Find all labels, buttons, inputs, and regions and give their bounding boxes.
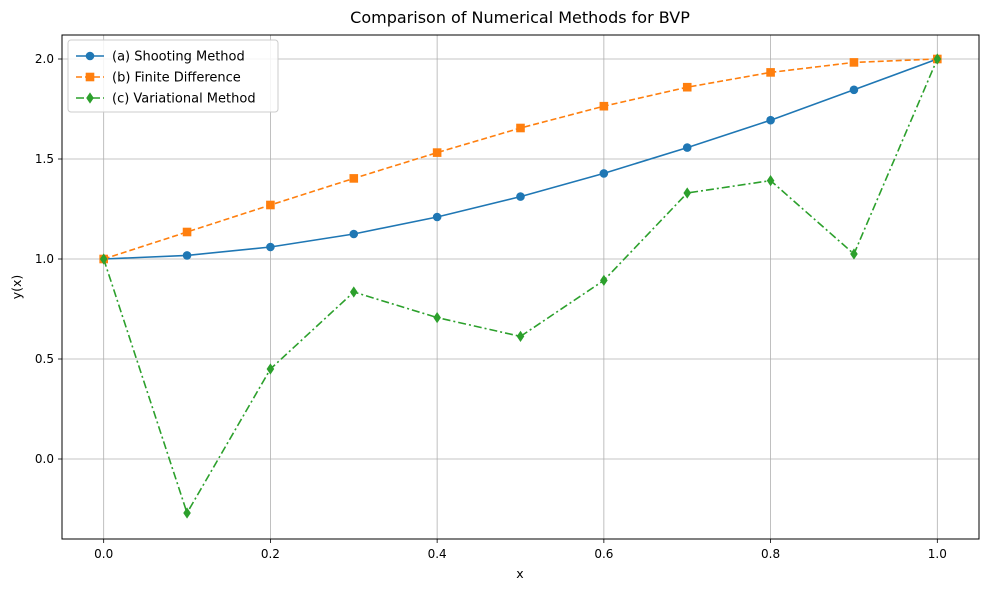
data-point: [349, 229, 359, 239]
x-tick-label: 0.8: [761, 547, 780, 561]
legend-label: (a) Shooting Method: [112, 50, 245, 65]
data-point: [682, 143, 692, 152]
chart-title: Comparison of Numerical Methods for BVP: [350, 8, 690, 27]
data-point: [432, 148, 442, 157]
data-point: [599, 101, 609, 111]
series-layer: [99, 53, 942, 519]
data-point: [266, 200, 275, 210]
data-point: [850, 248, 858, 260]
y-tick-label: 0.0: [35, 452, 54, 466]
legend-marker: [86, 92, 94, 104]
legend-item: (c) Variational Method: [76, 92, 256, 107]
series-3: [99, 53, 942, 519]
data-point: [766, 115, 775, 125]
x-tick-label: 1.0: [928, 547, 947, 561]
data-point: [682, 82, 692, 92]
y-tick-label: 1.5: [35, 152, 54, 166]
data-point: [933, 53, 942, 65]
data-point: [516, 330, 525, 342]
y-axis-label: y(x): [9, 275, 24, 300]
y-tick-label: 1.0: [35, 252, 54, 266]
x-tick-label: 0.2: [261, 547, 280, 561]
x-tick-label: 0.0: [94, 547, 113, 561]
data-point: [349, 286, 358, 298]
legend-box: [67, 39, 279, 113]
data-point: [183, 507, 191, 519]
data-point: [766, 68, 775, 77]
data-point: [182, 227, 192, 237]
data-point: [432, 212, 442, 222]
legend-label: (b) Finite Difference: [112, 71, 241, 86]
data-point: [600, 274, 608, 286]
legend-item: (a) Shooting Method: [76, 50, 245, 65]
data-point: [849, 85, 859, 95]
legend-marker: [85, 72, 95, 82]
data-point: [266, 242, 275, 252]
data-point: [99, 253, 108, 265]
data-point: [433, 312, 441, 324]
data-point: [849, 58, 859, 67]
data-point: [516, 123, 525, 133]
legend-item: (b) Finite Difference: [76, 71, 241, 86]
data-point: [766, 175, 775, 187]
axis-ticks: 0.0 0.2 0.4 0.6 0.8 1.0 0.0 0.5 1.0 1.5 2.0: [35, 52, 947, 561]
x-axis-label: x: [516, 566, 523, 581]
data-point: [683, 187, 692, 199]
data-point: [182, 251, 192, 260]
grid: [62, 35, 979, 539]
x-tick-label: 0.4: [428, 547, 447, 561]
legend-marker: [85, 51, 95, 61]
plot-area: [61, 34, 980, 540]
data-point: [349, 174, 359, 183]
data-point: [266, 363, 275, 375]
y-tick-label: 0.5: [35, 352, 54, 366]
data-point: [599, 169, 609, 178]
legend: (a) Shooting Method (b) Finite Difference…: [67, 39, 279, 113]
series-line: [102, 58, 939, 514]
data-point: [516, 192, 525, 201]
legend-label: (c) Variational Method: [112, 92, 256, 107]
y-tick-label: 2.0: [35, 52, 54, 66]
x-tick-label: 0.6: [594, 547, 613, 561]
